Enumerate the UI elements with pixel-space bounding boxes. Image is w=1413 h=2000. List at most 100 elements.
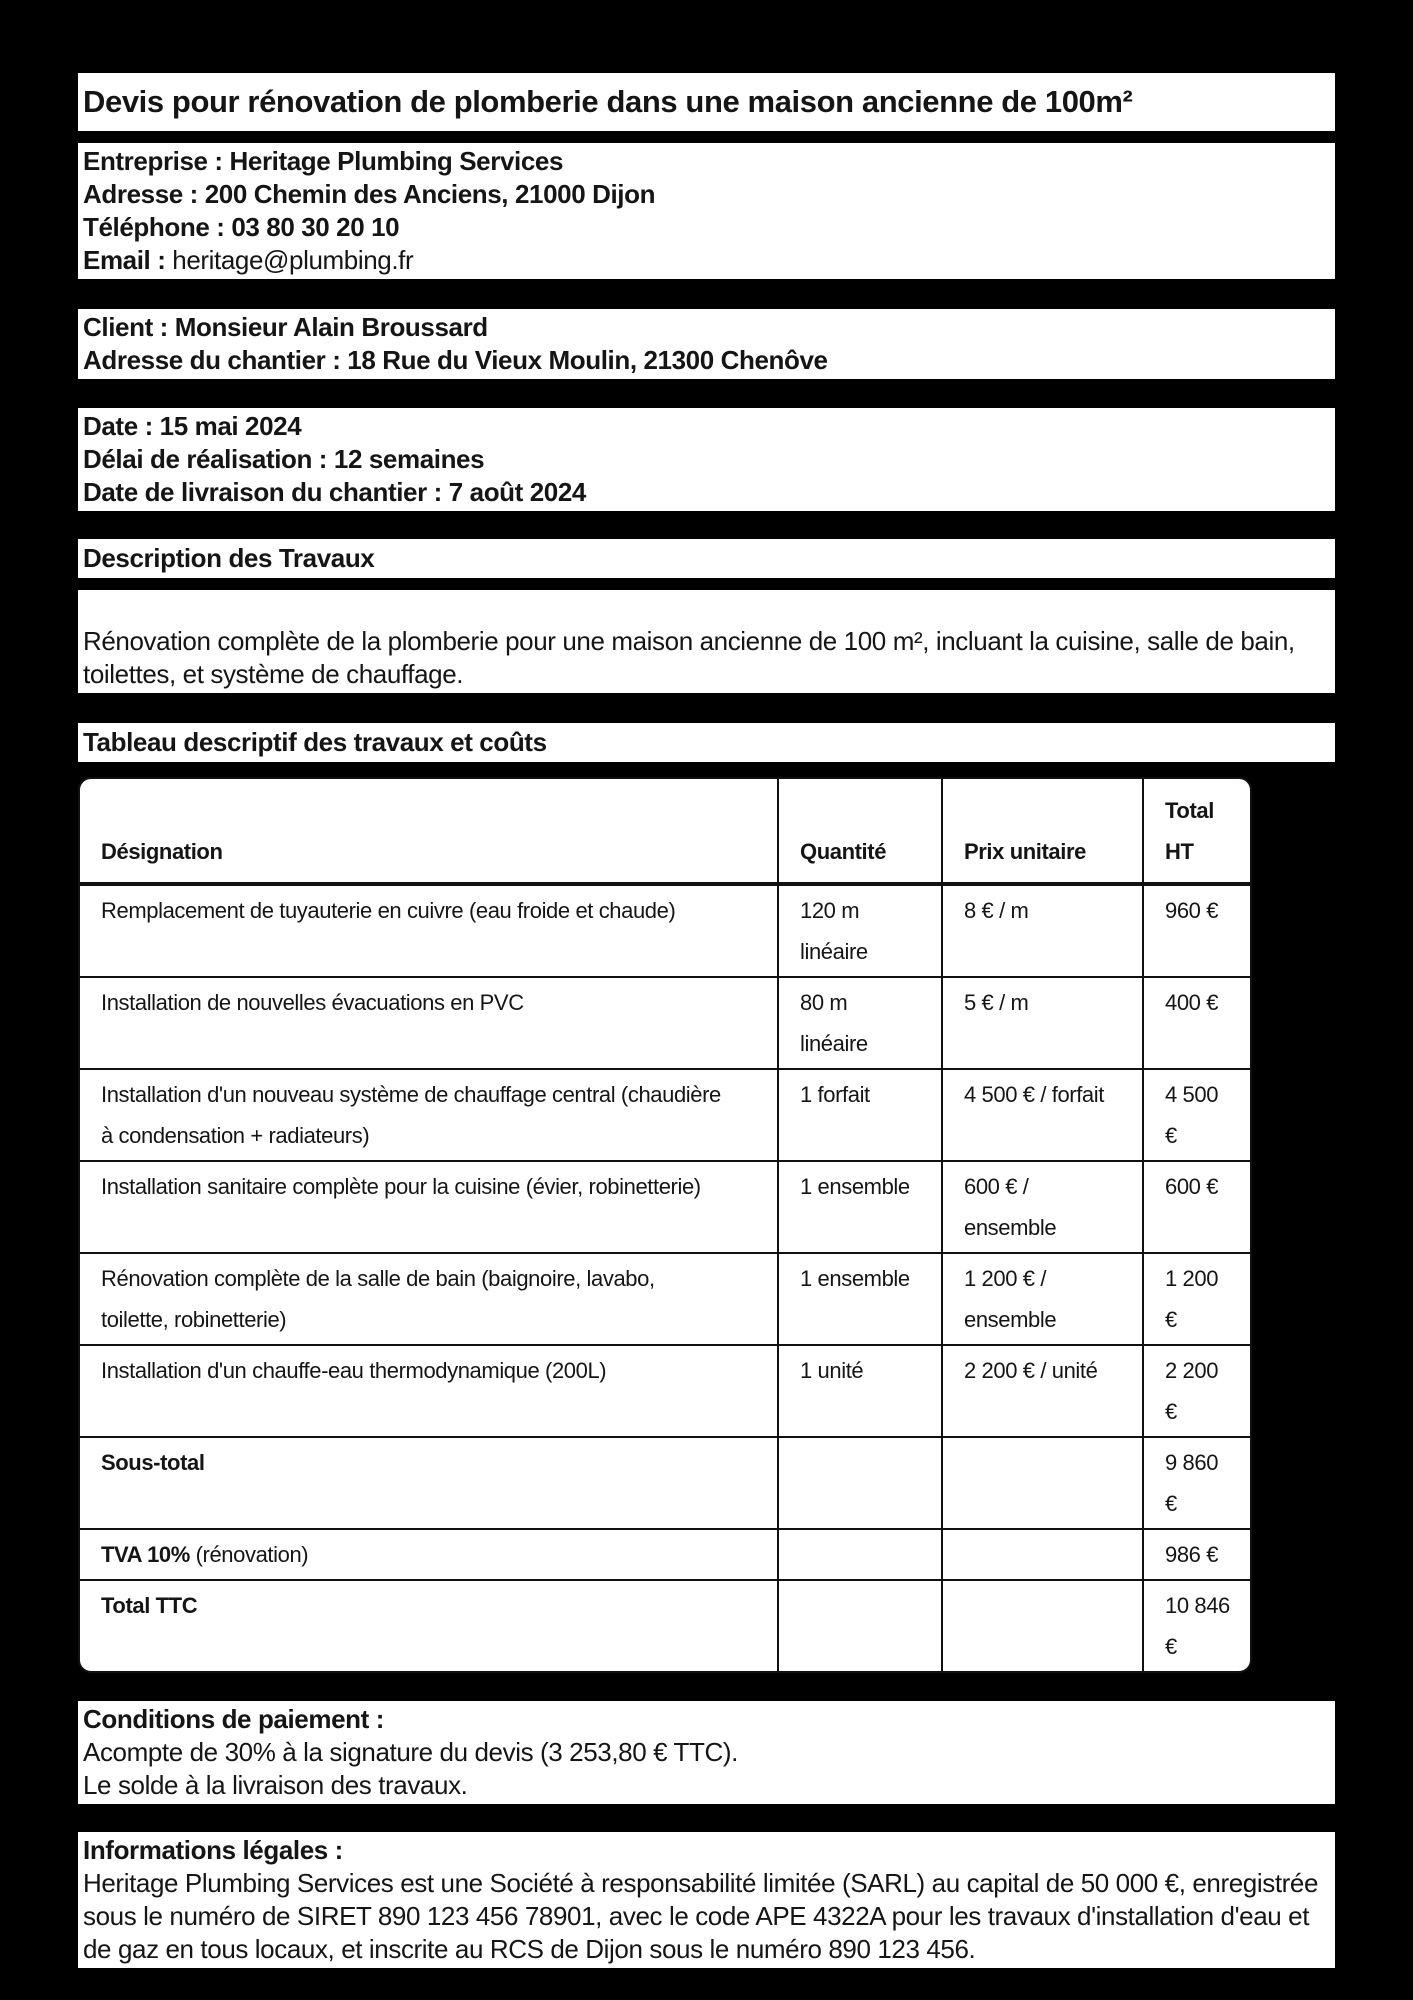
cell-total: 1 200 € — [1143, 1253, 1250, 1346]
subtotal-label-cell: Sous-total — [80, 1437, 779, 1530]
header-quantite: Quantité — [778, 779, 943, 886]
cost-table-wrapper: Désignation Quantité Prix unitaire Total… — [78, 777, 1252, 1673]
empty-cell — [778, 1529, 943, 1581]
cell-designation: Rénovation complète de la salle de bain … — [80, 1253, 779, 1346]
tva-row: TVA 10% (rénovation) 986 € — [80, 1529, 1250, 1581]
cell-prix: 5 € / m — [942, 977, 1144, 1070]
empty-cell — [942, 1529, 1144, 1581]
header-total-ht: Total HT — [1143, 779, 1250, 886]
tva-value: 986 € — [1143, 1529, 1250, 1581]
payment-terms-box: Conditions de paiement : Acompte de 30% … — [78, 1701, 1335, 1804]
cell-total: 400 € — [1143, 977, 1250, 1070]
company-name-value: Heritage Plumbing Services — [229, 146, 564, 176]
company-email-label: Email : — [83, 245, 166, 275]
table-row: Rénovation complète de la salle de bain … — [80, 1253, 1250, 1346]
cell-quantite: 1 forfait — [778, 1069, 943, 1162]
subtotal-value: 9 860 € — [1143, 1437, 1250, 1530]
header-prix-unitaire: Prix unitaire — [942, 779, 1144, 886]
table-row: Installation d'un nouveau système de cha… — [80, 1069, 1250, 1162]
client-site-address-value: 18 Rue du Vieux Moulin, 21300 Chenôve — [347, 345, 828, 375]
cell-quantite: 1 ensemble — [778, 1161, 943, 1254]
client-name-label: Client : — [83, 312, 168, 342]
client-site-address-line: Adresse du chantier : 18 Rue du Vieux Mo… — [83, 344, 1330, 377]
cell-total: 2 200 € — [1143, 1345, 1250, 1438]
table-row: Installation de nouvelles évacuations en… — [80, 977, 1250, 1070]
delivery-label: Date de livraison du chantier : — [83, 477, 442, 507]
company-info-box: Entreprise : Heritage Plumbing Services … — [78, 143, 1335, 279]
description-body-text: Rénovation complète de la plomberie pour… — [83, 626, 1295, 689]
total-ttc-value: 10 846 € — [1165, 1593, 1230, 1659]
company-email-line: Email : heritage@plumbing.fr — [83, 244, 1330, 277]
cell-prix: 600 € / ensemble — [942, 1161, 1144, 1254]
cell-prix: 1 200 € / ensemble — [942, 1253, 1144, 1346]
client-info-box: Client : Monsieur Alain Broussard Adress… — [78, 309, 1335, 379]
cell-designation: Installation de nouvelles évacuations en… — [80, 977, 779, 1070]
company-name-label: Entreprise : — [83, 146, 223, 176]
cell-designation: Remplacement de tuyauterie en cuivre (ea… — [80, 884, 779, 978]
empty-cell — [778, 1437, 943, 1530]
cell-designation: Installation d'un chauffe-eau thermodyna… — [80, 1345, 779, 1438]
cell-quantite: 80 m linéaire — [778, 977, 943, 1070]
payment-terms-line2: Le solde à la livraison des travaux. — [83, 1770, 468, 1800]
header-designation: Désignation — [80, 779, 779, 886]
legal-info-body: Heritage Plumbing Services est une Socié… — [83, 1868, 1319, 1964]
description-heading: Description des Travaux — [78, 539, 1335, 578]
empty-cell — [778, 1580, 943, 1671]
dates-box: Date : 15 mai 2024 Délai de réalisation … — [78, 408, 1335, 511]
cell-prix: 4 500 € / forfait — [942, 1069, 1144, 1162]
duration-line: Délai de réalisation : 12 semaines — [83, 443, 1330, 476]
table-heading: Tableau descriptif des travaux et coûts — [78, 723, 1335, 762]
subtotal-label: Sous-total — [101, 1450, 205, 1475]
cell-designation: Installation sanitaire complète pour la … — [80, 1161, 779, 1254]
cell-designation: Installation d'un nouveau système de cha… — [80, 1069, 779, 1162]
total-ttc-label: Total TTC — [101, 1593, 198, 1618]
delivery-line: Date de livraison du chantier : 7 août 2… — [83, 476, 1330, 509]
company-email-value: heritage@plumbing.fr — [172, 245, 414, 275]
payment-terms-heading: Conditions de paiement : — [83, 1704, 384, 1734]
duration-label: Délai de réalisation : — [83, 444, 328, 474]
company-name-line: Entreprise : Heritage Plumbing Services — [83, 145, 1330, 178]
date-value: 15 mai 2024 — [159, 411, 302, 441]
client-name-line: Client : Monsieur Alain Broussard — [83, 311, 1330, 344]
company-phone-label: Téléphone : — [83, 212, 225, 242]
empty-cell — [942, 1580, 1144, 1671]
document-title-text: Devis pour rénovation de plomberie dans … — [83, 84, 1133, 119]
tva-label-cell: TVA 10% (rénovation) — [80, 1529, 779, 1581]
client-site-address-label: Adresse du chantier : — [83, 345, 341, 375]
date-label: Date : — [83, 411, 153, 441]
table-row: Installation sanitaire complète pour la … — [80, 1161, 1250, 1254]
client-name-value: Monsieur Alain Broussard — [174, 312, 488, 342]
subtotal-row: Sous-total 9 860 € — [80, 1437, 1250, 1530]
description-body: Rénovation complète de la plomberie pour… — [78, 590, 1335, 693]
legal-info-heading: Informations légales : — [83, 1835, 343, 1865]
duration-value: 12 semaines — [333, 444, 485, 474]
company-phone-line: Téléphone : 03 80 30 20 10 — [83, 211, 1330, 244]
table-heading-text: Tableau descriptif des travaux et coûts — [83, 727, 547, 757]
company-address-value: 200 Chemin des Anciens, 21000 Dijon — [204, 179, 656, 209]
empty-cell — [942, 1437, 1144, 1530]
total-ttc-label-cell: Total TTC — [80, 1580, 779, 1671]
cell-total: 600 € — [1143, 1161, 1250, 1254]
document-title: Devis pour rénovation de plomberie dans … — [78, 73, 1335, 131]
company-address-label: Adresse : — [83, 179, 198, 209]
tva-label-bold: TVA 10% — [101, 1542, 190, 1567]
cell-quantite: 1 unité — [778, 1345, 943, 1438]
cost-table: Désignation Quantité Prix unitaire Total… — [80, 779, 1250, 1671]
total-ttc-row: Total TTC 10 846 € — [80, 1580, 1250, 1671]
table-header-row: Désignation Quantité Prix unitaire Total… — [80, 779, 1250, 886]
legal-info-box: Informations légales : Heritage Plumbing… — [78, 1832, 1335, 1968]
tva-label-rest: (rénovation) — [189, 1542, 309, 1567]
delivery-value: 7 août 2024 — [448, 477, 587, 507]
cell-quantite: 120 m linéaire — [778, 884, 943, 978]
cell-quantite: 1 ensemble — [778, 1253, 943, 1346]
cell-prix: 2 200 € / unité — [942, 1345, 1144, 1438]
table-row: Remplacement de tuyauterie en cuivre (ea… — [80, 884, 1250, 978]
company-address-line: Adresse : 200 Chemin des Anciens, 21000 … — [83, 178, 1330, 211]
quote-document: Devis pour rénovation de plomberie dans … — [78, 0, 1335, 1968]
payment-terms-line1: Acompte de 30% à la signature du devis (… — [83, 1737, 738, 1767]
cell-total: 960 € — [1143, 884, 1250, 978]
company-phone-value: 03 80 30 20 10 — [231, 212, 400, 242]
cell-prix: 8 € / m — [942, 884, 1144, 978]
cell-total: 4 500 € — [1143, 1069, 1250, 1162]
description-heading-text: Description des Travaux — [83, 543, 375, 573]
